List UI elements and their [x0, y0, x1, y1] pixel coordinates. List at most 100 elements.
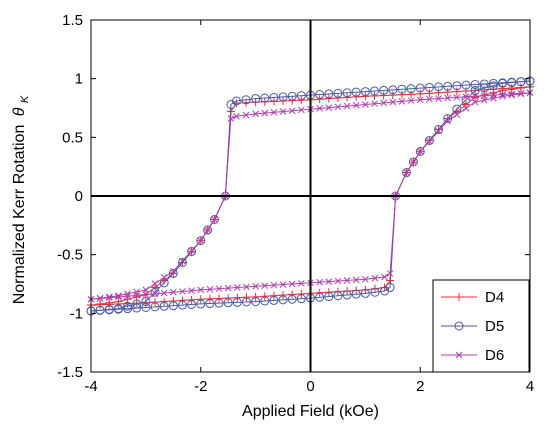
data-point-D4	[324, 94, 333, 103]
data-point-D5	[177, 257, 187, 267]
data-point-D5	[214, 298, 224, 308]
data-point-D5	[251, 297, 261, 307]
data-point-D4	[416, 89, 425, 98]
data-point-D6	[499, 92, 506, 100]
data-point-D6	[426, 137, 433, 145]
data-point-D5	[132, 303, 142, 313]
data-point-D6	[188, 247, 195, 255]
legend-marker	[455, 293, 463, 301]
data-point-D5	[461, 80, 471, 90]
data-point-D6	[380, 99, 388, 107]
data-point-D6	[151, 280, 159, 287]
data-point-D5	[269, 92, 279, 102]
data-point-D6	[211, 216, 218, 223]
data-point-D5	[415, 83, 425, 93]
data-point-D4	[196, 295, 205, 304]
data-point-D6	[403, 169, 410, 176]
data-point-D6	[160, 273, 168, 281]
data-point-D4	[461, 100, 470, 109]
data-point-D5	[226, 99, 236, 109]
data-point-D5	[342, 290, 352, 300]
data-point-D4	[333, 94, 342, 103]
data-point-D6	[480, 96, 488, 104]
data-point-D6	[105, 294, 113, 302]
legend-label: D4	[485, 289, 504, 306]
x-tick-label: -4	[84, 378, 97, 395]
legend-label: D5	[485, 318, 504, 335]
data-point-D6	[197, 286, 205, 294]
data-point-D6	[298, 106, 305, 114]
data-point-D6	[105, 293, 113, 301]
data-point-D6	[325, 104, 333, 111]
legend-marker	[455, 351, 463, 359]
data-point-D5	[315, 90, 325, 100]
data-point-D6	[362, 101, 369, 108]
legend-item-D4: D4	[441, 289, 504, 306]
data-point-D6	[224, 284, 232, 292]
data-point-D6	[233, 112, 240, 120]
data-point-D5	[443, 81, 453, 91]
x-axis-label: Applied Field (kOe)	[242, 403, 379, 420]
data-point-D4	[260, 292, 269, 301]
data-point-D5	[177, 300, 187, 310]
data-point-D5	[408, 157, 418, 167]
data-point-D6	[252, 110, 259, 118]
data-point-D6	[133, 291, 141, 299]
data-point-D4	[160, 297, 169, 306]
data-point-D4	[443, 88, 452, 97]
data-point-D6	[288, 107, 296, 115]
data-point-D6	[227, 115, 235, 122]
data-point-D6	[298, 280, 305, 287]
data-point-D4	[96, 300, 105, 309]
data-point-D5	[287, 91, 297, 101]
data-point-D6	[352, 101, 360, 109]
series-line-D5-ascending	[90, 80, 531, 312]
data-point-D4	[242, 293, 251, 302]
y-axis-label: Normalized Kerr Rotation θ K	[11, 95, 31, 304]
data-point-D6	[386, 270, 394, 277]
data-point-D6	[343, 277, 351, 284]
data-point-D5	[296, 91, 306, 101]
data-point-D5	[379, 85, 389, 95]
data-point-D6	[215, 285, 223, 293]
data-point-D6	[381, 273, 388, 281]
data-point-D6	[352, 276, 360, 284]
data-point-D6	[410, 158, 417, 166]
data-point-D5	[95, 305, 105, 315]
y-axis-label-symbol: θ	[11, 107, 28, 116]
data-point-D6	[453, 111, 461, 119]
data-point-D5	[260, 296, 270, 306]
data-point-D5	[406, 84, 416, 94]
x-tick-label: 4	[526, 378, 534, 395]
data-point-D6	[270, 281, 278, 289]
data-point-D5	[434, 82, 444, 92]
data-point-D4	[452, 87, 461, 96]
data-point-D5	[342, 88, 352, 98]
data-point-D4	[370, 91, 379, 100]
data-point-D6	[252, 282, 259, 290]
data-point-D5	[196, 299, 206, 309]
data-point-D5	[360, 87, 370, 97]
data-point-D5	[415, 146, 425, 156]
data-point-D6	[288, 280, 296, 288]
data-point-D6	[243, 283, 250, 291]
series-line-D5-descending	[90, 80, 531, 312]
data-point-D6	[124, 292, 131, 300]
data-point-D5	[187, 247, 197, 257]
data-point-D6	[444, 117, 452, 125]
data-point-D6	[517, 90, 525, 98]
data-point-D6	[389, 98, 397, 106]
data-point-D6	[270, 108, 278, 116]
data-point-D6	[233, 284, 241, 291]
data-point-D5	[269, 295, 279, 305]
data-point-D6	[206, 285, 214, 293]
data-point-D5	[351, 87, 361, 97]
data-point-D4	[352, 92, 361, 101]
data-point-D6	[490, 91, 497, 99]
y-tick-label: 1.5	[62, 12, 83, 29]
data-point-D5	[388, 85, 398, 95]
data-point-D5	[223, 298, 233, 308]
data-point-D6	[115, 293, 122, 301]
data-point-D6	[416, 96, 424, 104]
